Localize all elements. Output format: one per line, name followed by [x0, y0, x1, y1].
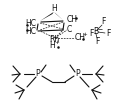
Text: +: +: [82, 32, 87, 37]
Text: F: F: [89, 30, 93, 39]
Text: CH: CH: [75, 33, 86, 42]
Text: HC: HC: [26, 27, 36, 36]
Text: +: +: [54, 41, 59, 46]
Text: F: F: [101, 18, 105, 27]
Text: P: P: [76, 69, 80, 78]
Text: B: B: [93, 28, 99, 37]
Text: H: H: [51, 5, 57, 14]
Text: H: H: [49, 42, 55, 51]
Polygon shape: [54, 12, 63, 20]
Text: F: F: [95, 37, 99, 46]
Polygon shape: [40, 12, 54, 21]
Text: −: −: [97, 27, 102, 32]
Text: HC: HC: [26, 20, 36, 29]
Text: CH: CH: [67, 16, 78, 25]
Text: C: C: [67, 25, 72, 34]
Text: Rh: Rh: [49, 36, 59, 45]
Text: F: F: [106, 29, 110, 38]
Text: P: P: [36, 69, 40, 78]
